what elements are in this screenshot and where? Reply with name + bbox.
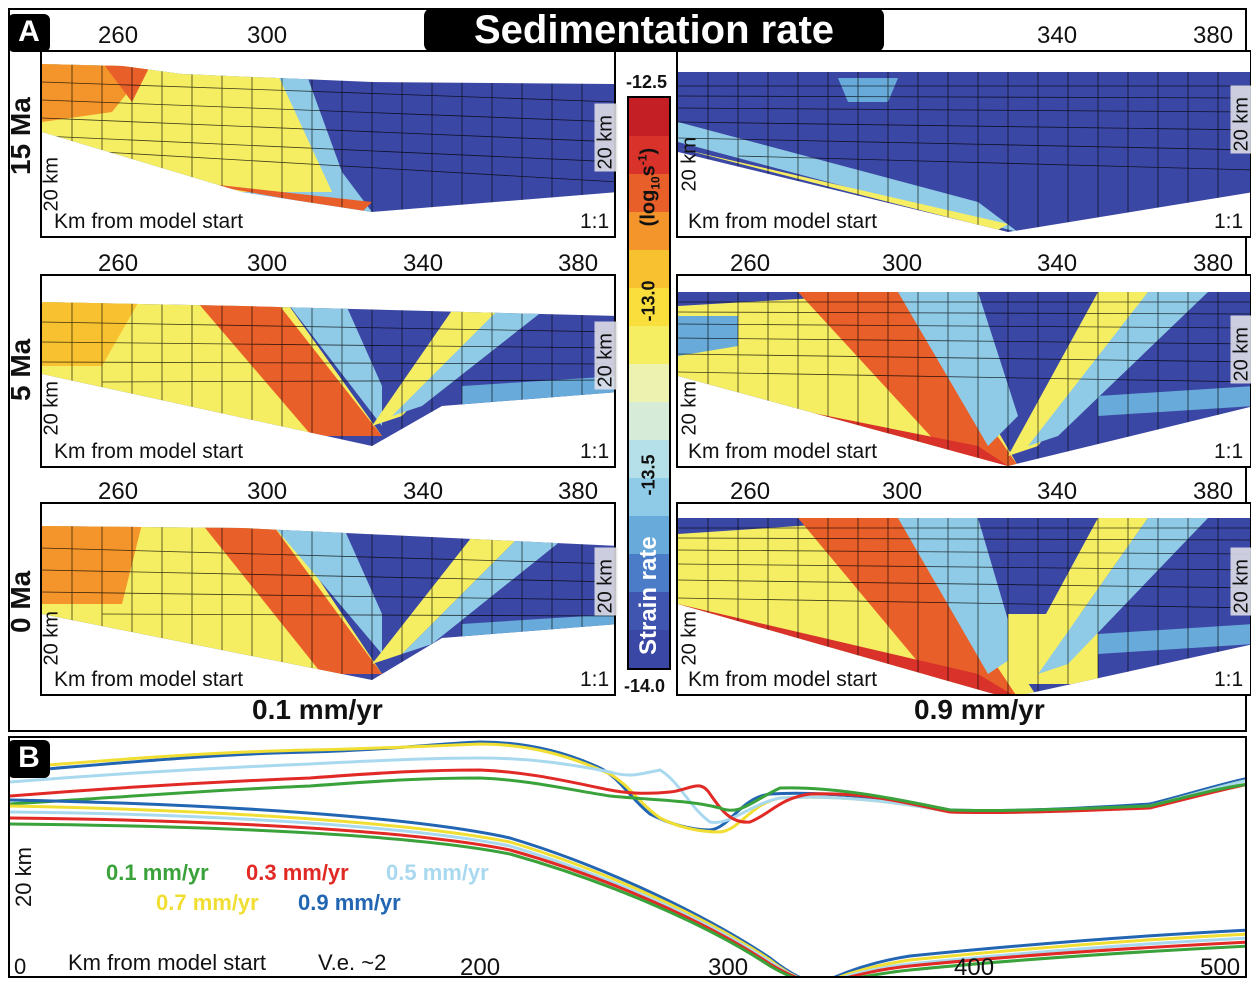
left-tick-260-r3: 260: [98, 478, 139, 505]
left-tick-340-r3: 340: [403, 478, 444, 505]
left-tick-260-r2: 260: [98, 250, 139, 277]
panel-right-5ma: [676, 274, 1251, 468]
depth-label-l1: 20 km: [40, 157, 63, 212]
depth-label-lr1: 20 km: [594, 103, 618, 172]
km-from-start-r1: Km from model start: [688, 210, 878, 233]
scale-l3: 1:1: [580, 668, 610, 691]
left-tick-380-r2: 380: [558, 250, 599, 277]
right-tick-340-r3: 340: [1037, 478, 1078, 505]
colorbar-top-label: -12.5: [626, 72, 668, 92]
legend-0-7: 0.7 mm/yr: [156, 890, 259, 915]
panel-left-5ma: [40, 274, 616, 468]
km-from-start-r3: Km from model start: [688, 668, 878, 691]
right-tick-340-r2: 340: [1037, 250, 1078, 277]
panel-right-0ma: [676, 502, 1251, 696]
panel-left-0ma: [40, 502, 616, 696]
rate-label-right: 0.9 mm/yr: [914, 694, 1045, 725]
right-tick-380-r2: 380: [1193, 250, 1234, 277]
panel-b-profiles: [10, 740, 1245, 976]
left-tick-300-r2: 300: [247, 250, 288, 277]
left-tick-340-r2: 340: [403, 250, 444, 277]
km-from-start-l3: Km from model start: [54, 668, 244, 691]
row-label-15ma: 15 Ma: [5, 97, 36, 175]
top-tick-260: 260: [98, 22, 139, 49]
depth-label-l3: 20 km: [40, 611, 63, 666]
panel-b-ve: V.e. ~2: [318, 950, 387, 975]
right-tick-260-r2: 260: [730, 250, 771, 277]
panel-b-tick-500: 500: [1200, 954, 1241, 981]
panel-b-frame: [8, 736, 1247, 978]
km-from-start-r2: Km from model start: [688, 440, 878, 463]
depth-label-rr3: 20 km: [1230, 547, 1251, 616]
right-tick-300-r2: 300: [882, 250, 923, 277]
panel-b-tick-300: 300: [708, 954, 749, 981]
km-from-start-l2: Km from model start: [54, 440, 244, 463]
depth-label-l2: 20 km: [40, 381, 63, 436]
depth-label-lr3: 20 km: [594, 547, 618, 616]
panel-left-15ma: [40, 50, 616, 238]
km-from-start-l1: Km from model start: [54, 210, 244, 233]
row-label-0ma: 0 Ma: [5, 570, 36, 633]
depth-label-r2: 20 km: [678, 381, 701, 436]
panel-b-depth-label: 20 km: [11, 847, 36, 907]
colorbar-mid1-label: -13.0: [638, 280, 659, 322]
legend-0-5: 0.5 mm/yr: [386, 860, 489, 885]
panel-right-15ma: [676, 50, 1251, 238]
right-tick-380-r3: 380: [1193, 478, 1234, 505]
top-tick-300: 300: [247, 22, 288, 49]
panel-b-tag: B: [8, 740, 50, 778]
depth-label-lr2: 20 km: [594, 321, 618, 390]
row-label-5ma: 5 Ma: [5, 338, 36, 401]
panel-b-tick-200: 200: [460, 954, 501, 981]
depth-label-rr1: 20 km: [1230, 85, 1251, 154]
legend-0-3: 0.3 mm/yr: [246, 860, 349, 885]
top-tick-380: 380: [1193, 22, 1234, 49]
scale-l1: 1:1: [580, 210, 610, 233]
depth-label-rr2: 20 km: [1230, 315, 1251, 384]
scale-r2: 1:1: [1214, 440, 1244, 463]
left-tick-300-r3: 300: [247, 478, 288, 505]
colorbar-unit-label: (log10s-1): [635, 147, 663, 227]
panel-b-km-from-start: Km from model start: [68, 950, 267, 975]
rate-label-left: 0.1 mm/yr: [252, 694, 383, 725]
right-tick-260-r3: 260: [730, 478, 771, 505]
scale-r1: 1:1: [1214, 210, 1244, 233]
scale-r3: 1:1: [1214, 668, 1244, 691]
strain-rate-colorbar: [627, 96, 671, 670]
legend-0-1: 0.1 mm/yr: [106, 860, 209, 885]
top-tick-340: 340: [1037, 22, 1078, 49]
panel-b-x-origin: 0: [14, 954, 27, 979]
depth-label-r3: 20 km: [678, 611, 701, 666]
panel-b-tick-400: 400: [954, 954, 995, 981]
left-tick-380-r3: 380: [558, 478, 599, 505]
scale-l2: 1:1: [580, 440, 610, 463]
colorbar-mid2-label: -13.5: [638, 454, 659, 496]
panel-a-tag: A: [8, 14, 50, 52]
legend-0-9: 0.9 mm/yr: [298, 890, 401, 915]
colorbar-bottom-label: -14.0: [624, 676, 666, 696]
depth-label-r1: 20 km: [678, 137, 701, 192]
figure-title: Sedimentation rate: [424, 8, 884, 52]
colorbar-title: Strain rate: [635, 536, 662, 655]
right-tick-300-r3: 300: [882, 478, 923, 505]
